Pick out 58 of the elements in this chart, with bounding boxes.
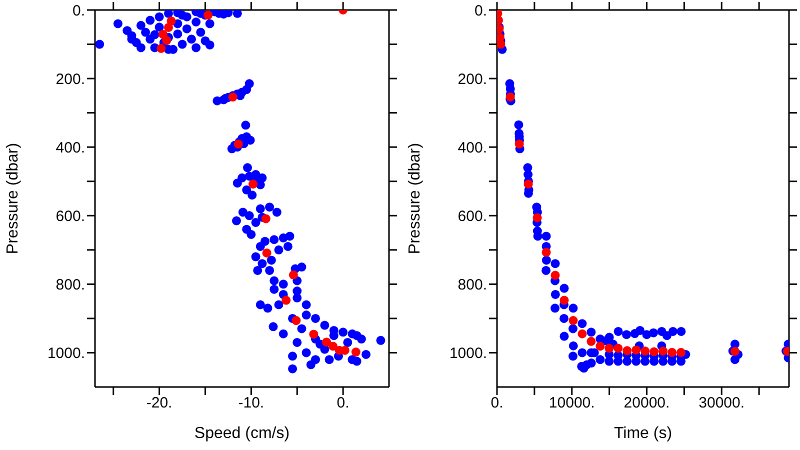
- x-axis-title: Time (s): [614, 425, 672, 442]
- y-tick-label: 800.: [458, 276, 487, 294]
- y-tick-label: 1000.: [449, 345, 487, 362]
- x-tick-label: 10000.: [548, 394, 595, 412]
- point: [676, 348, 686, 357]
- point: [640, 346, 650, 356]
- point: [560, 296, 569, 305]
- point: [156, 44, 166, 53]
- y-tick-label: 200.: [56, 70, 85, 88]
- point: [668, 348, 677, 357]
- point: [658, 346, 668, 356]
- point: [542, 248, 551, 257]
- point: [614, 344, 623, 353]
- point: [248, 180, 258, 189]
- y-tick-label: 800.: [56, 276, 85, 294]
- point: [578, 329, 587, 338]
- y-tick-label: 600.: [458, 208, 487, 225]
- point: [650, 347, 659, 356]
- y-tick-label: 600.: [56, 208, 85, 225]
- point: [632, 345, 641, 354]
- point: [524, 180, 533, 189]
- point: [292, 316, 301, 326]
- point: [234, 140, 243, 149]
- point: [328, 342, 338, 351]
- point: [162, 36, 172, 46]
- x-tick-label: 20000.: [624, 394, 670, 412]
- x-tick-label: -10.: [238, 394, 264, 412]
- point: [288, 270, 298, 280]
- point: [322, 338, 332, 347]
- x-tick-label: -20.: [146, 394, 172, 412]
- point: [596, 342, 605, 351]
- point: [282, 296, 291, 305]
- x-axis-title: Speed (cm/s): [194, 425, 290, 442]
- y-tick-label: 1000.: [47, 345, 85, 362]
- point: [497, 40, 506, 49]
- y-tick-label: 0.: [474, 2, 487, 20]
- point: [164, 22, 173, 32]
- point: [604, 344, 614, 353]
- point: [514, 140, 524, 149]
- point: [550, 270, 560, 280]
- y-tick-label: 400.: [458, 139, 487, 156]
- y-tick-label: 200.: [458, 70, 487, 88]
- y-tick-label: 0.: [72, 2, 85, 20]
- x-tick-label: 0.: [490, 394, 504, 412]
- point: [262, 248, 272, 258]
- point: [532, 213, 542, 222]
- x-tick-label: 0.: [336, 394, 350, 412]
- point: [351, 348, 360, 357]
- y-tick-label: 400.: [56, 139, 85, 156]
- point: [309, 330, 318, 339]
- x-tick-label: 30000.: [698, 394, 745, 412]
- y-axis-title: Pressure (dbar): [406, 142, 424, 254]
- point: [568, 316, 578, 326]
- point: [261, 214, 270, 224]
- point: [586, 336, 596, 346]
- y-axis-title: Pressure (dbar): [4, 142, 22, 254]
- point: [622, 346, 632, 356]
- point: [204, 10, 213, 20]
